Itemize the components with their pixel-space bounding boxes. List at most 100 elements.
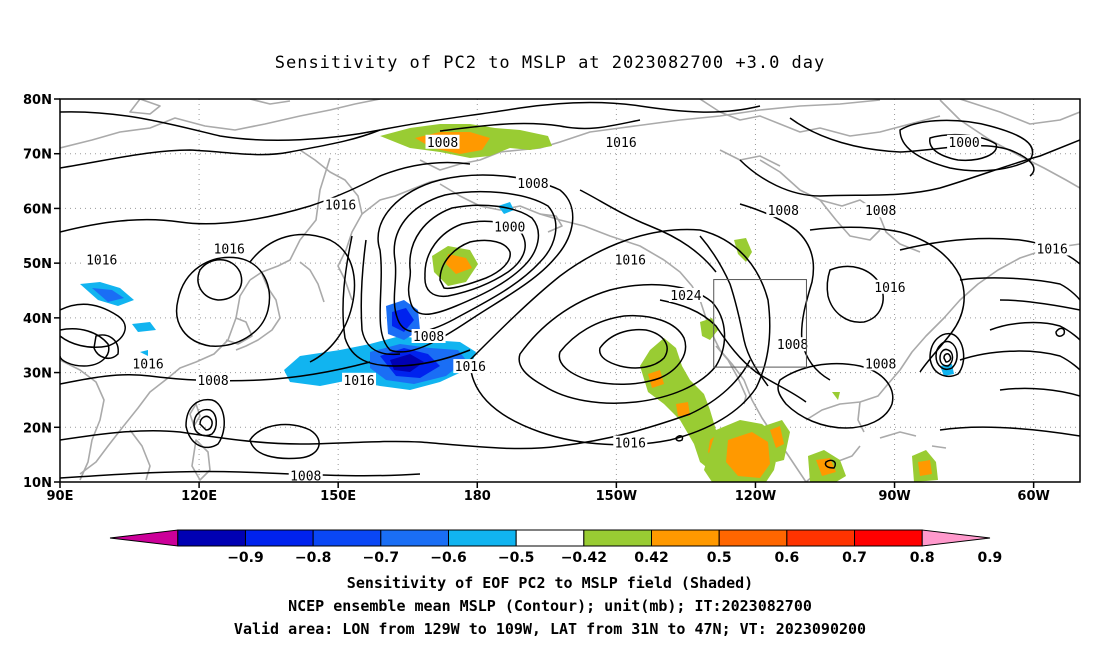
- lat-tick-label: 30N: [23, 367, 52, 382]
- contour-label-bg: [947, 134, 982, 149]
- colorbar-segment: [854, 529, 923, 547]
- lon-tick-label: 120E: [181, 489, 217, 504]
- colorbar-segment: [177, 529, 246, 547]
- contour-label-bg: [453, 359, 488, 374]
- contour-label: 1008: [427, 136, 458, 151]
- contour-label: 1008: [865, 204, 896, 219]
- contour-label-bg: [613, 252, 648, 267]
- colorbar-segment: [921, 529, 991, 547]
- colorbar-label: −0.42: [561, 550, 607, 566]
- contour-label-bg: [492, 219, 527, 234]
- colorbar-segment: [109, 529, 179, 547]
- contour-label-bg: [196, 372, 230, 387]
- colorbar-label: 0.6: [774, 550, 799, 566]
- contour-label-bg: [131, 356, 166, 371]
- contour-label-bg: [425, 134, 460, 149]
- lat-tick-label: 80N: [23, 93, 52, 108]
- contour-label: 1000: [494, 221, 525, 236]
- colorbar-segment: [312, 529, 382, 547]
- contour-label-bg: [872, 279, 907, 294]
- contour-label-bg: [1035, 241, 1070, 256]
- lon-tick-label: 90W: [878, 489, 910, 504]
- contour-label-bg: [411, 329, 446, 344]
- contour-label: 1016: [86, 253, 117, 268]
- lat-tick-label: 50N: [23, 257, 52, 272]
- lat-tick-label: 20N: [23, 421, 52, 436]
- lon-tick-label: 120W: [735, 489, 776, 504]
- colorbar-label: 0.7: [842, 550, 867, 566]
- figure-title: Sensitivity of PC2 to MSLP at 2023082700…: [275, 53, 826, 73]
- colorbar-segment: [244, 529, 314, 547]
- colorbar-segment: [515, 529, 585, 547]
- contour-label-bg: [604, 134, 638, 149]
- map-graticule: [60, 99, 1080, 482]
- valid-area-box: [713, 279, 807, 368]
- caption-line-1: Sensitivity of EOF PC2 to MSLP field (Sh…: [347, 574, 753, 592]
- contour-label-bg: [613, 435, 648, 450]
- contour-label-bg: [863, 203, 898, 218]
- contour-label-bg: [212, 241, 247, 256]
- contour-label: 1000: [948, 136, 979, 151]
- contour-label-bg: [515, 175, 550, 190]
- contour-label: 1008: [197, 374, 228, 389]
- contour-label: 1016: [1037, 242, 1068, 257]
- contour-label: 1008: [777, 338, 808, 353]
- caption-line-2: NCEP ensemble mean MSLP (Contour); unit(…: [288, 597, 812, 615]
- colorbar: −0.9 −0.8 −0.7 −0.6 −0.5 −0.42 0.42 0.5 0.6 0.7 0.…: [109, 529, 1002, 566]
- contour-label: 1024: [670, 289, 701, 304]
- contour-label: 1016: [455, 360, 486, 375]
- lon-tick-label: 180: [464, 489, 491, 504]
- contour-label-bg: [288, 468, 323, 483]
- contour-label: 1008: [768, 204, 799, 219]
- lon-tick-label: 60W: [1017, 489, 1049, 504]
- lat-tick-label: 40N: [23, 312, 52, 327]
- contour-label-bg: [668, 287, 703, 302]
- coastlines: [60, 99, 1080, 482]
- lon-tick-label: 150W: [596, 489, 637, 504]
- contour-label: 1016: [615, 437, 646, 452]
- contour-label: 1008: [413, 330, 444, 345]
- colorbar-label: −0.5: [498, 550, 535, 566]
- contour-label-bg: [342, 372, 377, 387]
- shade-bering-positive: [432, 246, 478, 286]
- colorbar-label: −0.7: [363, 550, 400, 566]
- colorbar-segment: [583, 529, 653, 547]
- contour-label: 1016: [615, 253, 646, 268]
- contour-label: 1008: [865, 357, 896, 372]
- contour-label: 1016: [214, 242, 245, 257]
- lon-tick-label: 90E: [47, 489, 74, 504]
- colorbar-segment: [651, 529, 720, 547]
- colorbar-segment: [786, 529, 856, 547]
- colorbar-segment: [718, 529, 788, 547]
- lon-tick-label: 150E: [320, 489, 356, 504]
- contour-label-bg: [84, 252, 119, 267]
- colorbar-label: 0.5: [707, 550, 732, 566]
- caption-line-3: Valid area: LON from 129W to 109W, LAT f…: [234, 620, 866, 638]
- colorbar-label: 0.9: [977, 550, 1002, 566]
- contour-label-bg: [766, 203, 801, 218]
- shade-arctic-positive: [380, 124, 552, 158]
- contour-label: 1008: [517, 177, 548, 192]
- contour-label-bg: [775, 337, 810, 352]
- contour-label: 1016: [874, 281, 905, 296]
- mslp-contours: [60, 101, 1080, 479]
- lat-tick-label: 70N: [23, 148, 52, 163]
- colorbar-segment: [447, 529, 517, 547]
- lat-tick-label: 10N: [23, 476, 52, 491]
- colorbar-label: −0.6: [430, 550, 467, 566]
- map-frame: [59, 98, 1081, 483]
- colorbar-label: −0.9: [227, 550, 264, 566]
- shade-mexico-positive: [704, 364, 954, 482]
- lat-tick-label: 60N: [23, 202, 52, 217]
- contour-label-bg: [863, 356, 898, 371]
- contour-label: 1008: [290, 470, 321, 485]
- colorbar-label: −0.8: [295, 550, 332, 566]
- contour-label: 1016: [605, 136, 636, 151]
- colorbar-segment: [380, 529, 449, 547]
- contour-label: 1016: [325, 199, 356, 214]
- contour-label: 1016: [132, 357, 163, 372]
- colorbar-label: 0.42: [634, 550, 669, 566]
- contour-label-bg: [323, 197, 358, 212]
